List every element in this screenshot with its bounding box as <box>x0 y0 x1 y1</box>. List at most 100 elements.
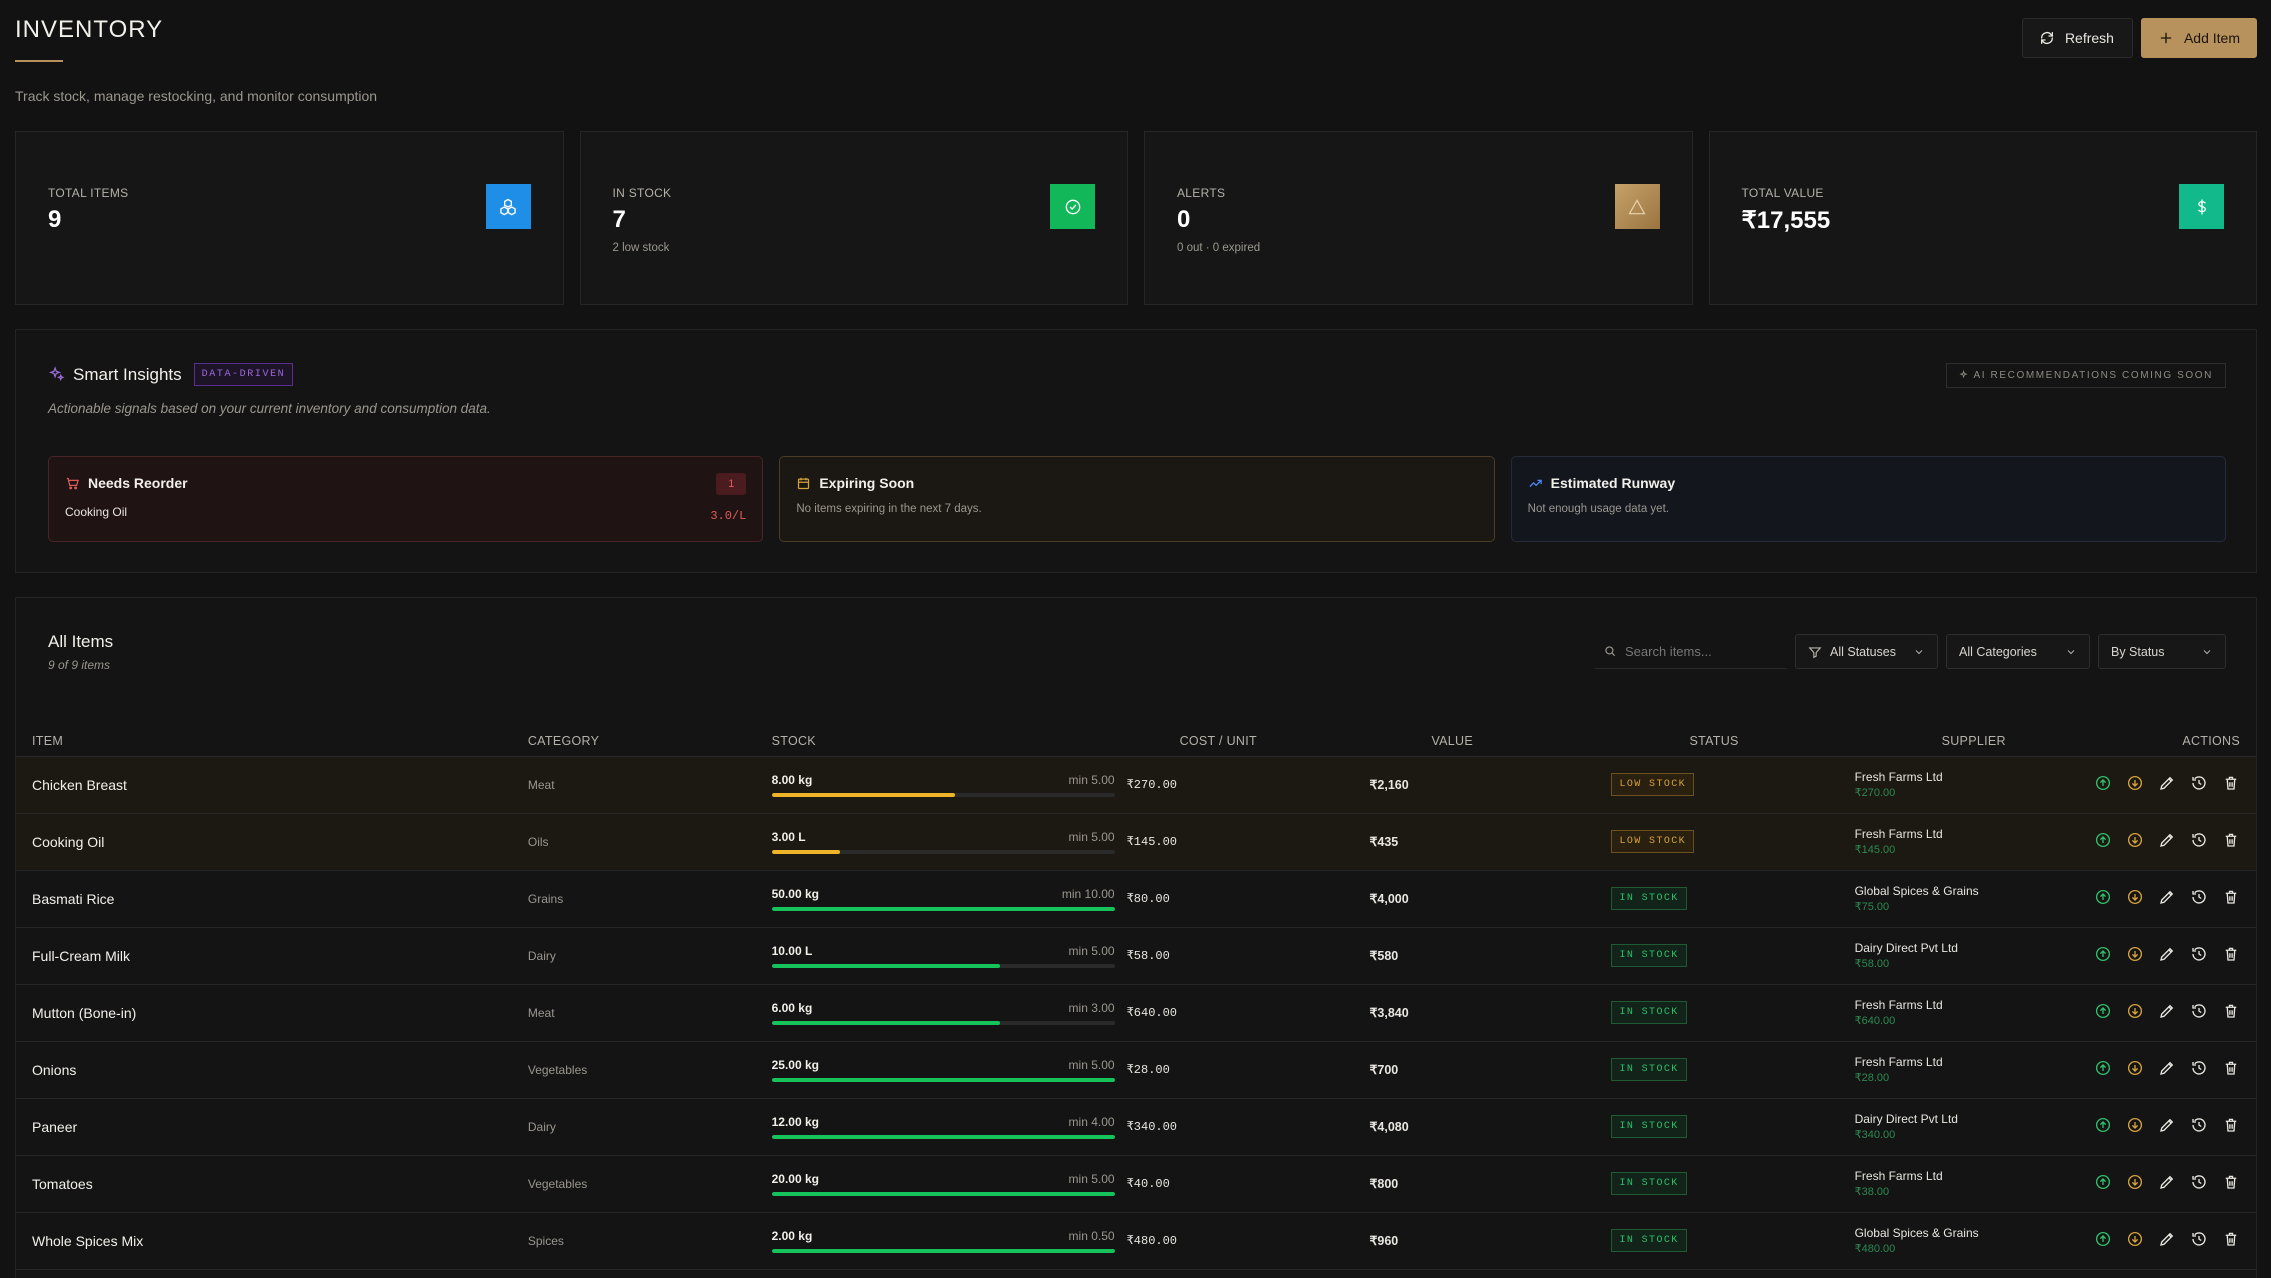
table-row[interactable]: Onions Vegetables 25.00 kg min 5.00 ₹28.00 ₹7… <box>16 1041 2256 1099</box>
column-header[interactable]: STOCK <box>771 726 1127 757</box>
item-status: IN STOCK <box>1611 927 1855 985</box>
consume-icon[interactable] <box>2126 1116 2144 1137</box>
edit-icon[interactable] <box>2158 945 2176 966</box>
history-icon[interactable] <box>2190 1059 2208 1080</box>
restock-icon[interactable] <box>2094 1173 2112 1194</box>
restock-icon[interactable] <box>2094 1002 2112 1023</box>
restock-icon[interactable] <box>2094 1116 2112 1137</box>
edit-icon[interactable] <box>2158 831 2176 852</box>
page-subtitle: Track stock, manage restocking, and moni… <box>15 88 378 104</box>
consume-icon[interactable] <box>2126 774 2144 795</box>
estimated-runway-card[interactable]: Estimated Runway Not enough usage data y… <box>1510 456 2226 542</box>
delete-icon[interactable] <box>2222 888 2240 909</box>
item-supplier: Fresh Farms Ltd ₹145.00 <box>1854 813 2094 871</box>
column-header[interactable]: VALUE <box>1369 726 1612 757</box>
edit-icon[interactable] <box>2158 1230 2176 1251</box>
delete-icon[interactable] <box>2222 1116 2240 1137</box>
stock-level-bar <box>771 849 1115 854</box>
column-header[interactable]: ACTIONS <box>2094 726 2256 757</box>
restock-icon[interactable] <box>2094 945 2112 966</box>
reorder-item: Cooking Oil <box>65 505 128 519</box>
history-icon[interactable] <box>2190 1002 2208 1023</box>
edit-icon[interactable] <box>2158 1173 2176 1194</box>
history-icon[interactable] <box>2190 831 2208 852</box>
restock-icon[interactable] <box>2094 888 2112 909</box>
delete-icon[interactable] <box>2222 1059 2240 1080</box>
table-row[interactable]: Mutton (Bone-in) Meat 6.00 kg min 3.00 ₹640.… <box>16 984 2256 1042</box>
edit-icon[interactable] <box>2158 774 2176 795</box>
edit-icon[interactable] <box>2158 888 2176 909</box>
consume-icon[interactable] <box>2126 1059 2144 1080</box>
history-icon[interactable] <box>2190 1116 2208 1137</box>
delete-icon[interactable] <box>2222 1002 2240 1023</box>
dollar-icon <box>2179 184 2224 229</box>
column-header[interactable]: COST / UNIT <box>1126 726 1370 757</box>
item-stock: 2.00 kg min 0.50 <box>771 1212 1127 1270</box>
stock-min: min 0.50 <box>1068 1228 1115 1243</box>
history-icon[interactable] <box>2190 1173 2208 1194</box>
stat-card-total-items: TOTAL ITEMS 9 <box>15 131 564 305</box>
history-icon[interactable] <box>2190 945 2208 966</box>
insights-header: Smart Insights DATA-DRIVEN <box>48 363 294 386</box>
needs-reorder-card[interactable]: Needs Reorder 1 Cooking Oil 3.0/L <box>48 456 764 542</box>
item-actions <box>2094 1041 2256 1099</box>
edit-icon[interactable] <box>2158 1059 2176 1080</box>
stock-qty: 6.00 kg <box>771 1000 813 1015</box>
restock-icon[interactable] <box>2094 1059 2112 1080</box>
status-filter-select[interactable]: All Statuses <box>1795 634 1938 669</box>
edit-icon[interactable] <box>2158 1116 2176 1137</box>
ai-recommendations-badge: AI RECOMMENDATIONS COMING SOON <box>1945 363 2226 388</box>
filters-bar: Search items... All Statuses All Categor… <box>1595 634 2226 669</box>
supplier-name: Global Spices & Grains <box>1854 884 1979 898</box>
delete-icon[interactable] <box>2222 1230 2240 1251</box>
item-name: Basmati Rice <box>16 870 528 928</box>
consume-icon[interactable] <box>2126 831 2144 852</box>
history-icon[interactable] <box>2190 774 2208 795</box>
table-row[interactable]: Basmati Rice Grains 50.00 kg min 10.00 ₹80.0… <box>16 870 2256 928</box>
item-stock: 10.00 L min 5.00 <box>771 927 1127 985</box>
restock-icon[interactable] <box>2094 831 2112 852</box>
consume-icon[interactable] <box>2126 1002 2144 1023</box>
item-name: Full-Cream Milk <box>16 927 528 985</box>
item-status: IN STOCK <box>1611 1212 1855 1270</box>
expiring-soon-card[interactable]: Expiring Soon No items expiring in the n… <box>779 456 1495 542</box>
delete-icon[interactable] <box>2222 831 2240 852</box>
add-item-button[interactable]: Add Item <box>2140 18 2257 58</box>
data-driven-badge: DATA-DRIVEN <box>193 363 294 386</box>
delete-icon[interactable] <box>2222 945 2240 966</box>
item-stock: 6.00 kg min 3.00 <box>771 984 1127 1042</box>
refresh-button[interactable]: Refresh <box>2021 18 2133 58</box>
column-header[interactable]: CATEGORY <box>527 726 772 757</box>
search-input[interactable]: Search items... <box>1595 634 1787 669</box>
column-header[interactable]: ITEM <box>16 726 528 757</box>
consume-icon[interactable] <box>2126 945 2144 966</box>
column-header[interactable]: SUPPLIER <box>1854 726 2094 757</box>
consume-icon[interactable] <box>2126 888 2144 909</box>
delete-icon[interactable] <box>2222 1173 2240 1194</box>
restock-icon[interactable] <box>2094 774 2112 795</box>
table-row[interactable]: Full-Cream Milk Dairy 10.00 L min 5.00 ₹58.0… <box>16 927 2256 985</box>
column-header[interactable]: STATUS <box>1611 726 1855 757</box>
stat-label: TOTAL ITEMS <box>48 186 129 200</box>
supplier-name: Fresh Farms Ltd <box>1854 1169 1943 1183</box>
table-row[interactable]: Chicken Breast Meat 8.00 kg min 5.00 ₹270.00… <box>16 756 2256 814</box>
history-icon[interactable] <box>2190 1230 2208 1251</box>
sort-select[interactable]: By Status <box>2098 634 2226 669</box>
status-badge: IN STOCK <box>1611 1115 1687 1138</box>
table-row[interactable]: Tomatoes Vegetables 20.00 kg min 5.00 ₹40.00… <box>16 1155 2256 1213</box>
category-filter-select[interactable]: All Categories <box>1946 634 2090 669</box>
item-category: Oils <box>527 813 772 871</box>
trend-up-icon <box>1529 479 1542 487</box>
item-actions <box>2094 1212 2256 1270</box>
consume-icon[interactable] <box>2126 1230 2144 1251</box>
table-row[interactable]: Paneer Dairy 12.00 kg min 4.00 ₹340.00 ₹4,080… <box>16 1098 2256 1156</box>
restock-icon[interactable] <box>2094 1230 2112 1251</box>
history-icon[interactable] <box>2190 888 2208 909</box>
table-row[interactable]: Whole Spices Mix Spices 2.00 kg min 0.50 ₹48… <box>16 1212 2256 1270</box>
item-actions <box>2094 756 2256 814</box>
status-badge: IN STOCK <box>1611 944 1687 967</box>
consume-icon[interactable] <box>2126 1173 2144 1194</box>
edit-icon[interactable] <box>2158 1002 2176 1023</box>
delete-icon[interactable] <box>2222 774 2240 795</box>
